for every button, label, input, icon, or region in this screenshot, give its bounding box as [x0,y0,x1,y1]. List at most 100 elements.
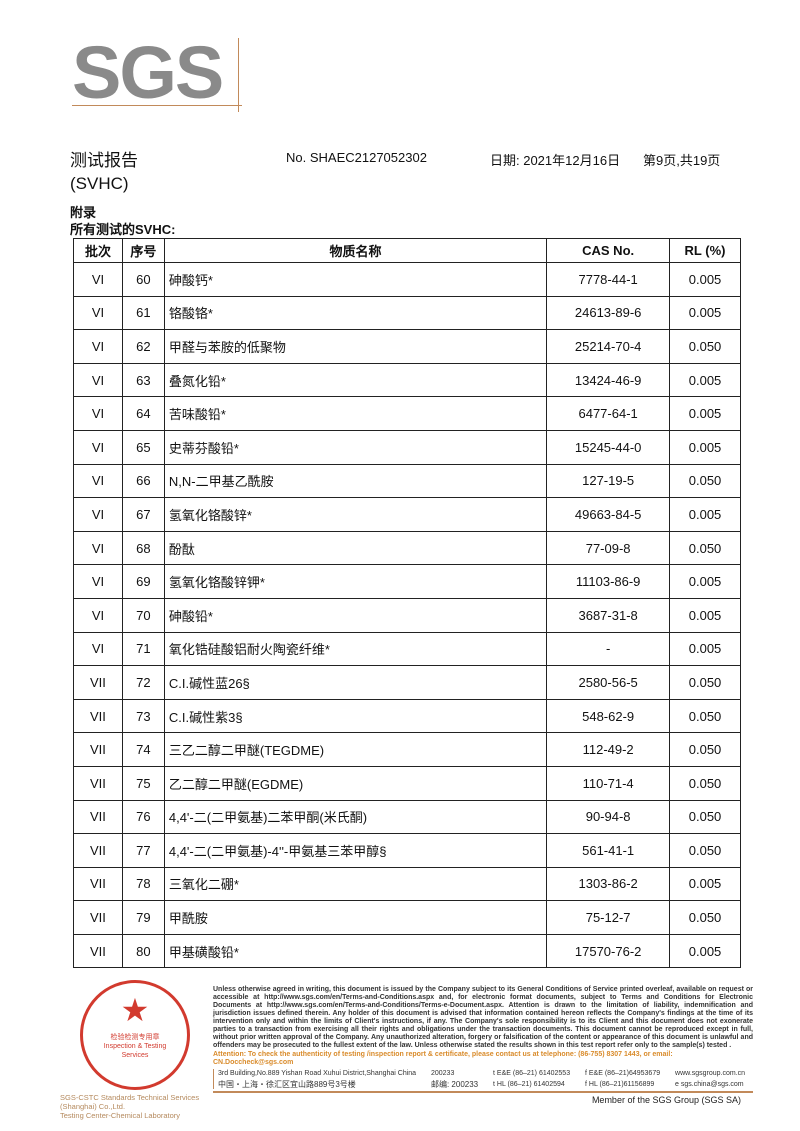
cell-seq: 80 [121,933,165,969]
cell-cas: 7778-44-1 [546,262,671,297]
member-statement: Member of the SGS Group (SGS SA) [591,1095,741,1105]
cell-cas: 110-71-4 [546,765,671,801]
logo-text: SGS [72,31,224,114]
cell-batch: VI [73,262,123,297]
table-row: VI 60 砷酸钙* 7778-44-1 0.005 [73,262,741,297]
cell-seq: 79 [121,900,165,935]
cell-batch: VI [73,295,123,331]
cell-rl: 0.050 [669,665,741,700]
cell-rl: 0.005 [669,564,741,599]
company-line-1: SGS-CSTC Standards Technical Services (S… [60,1093,200,1111]
cell-batch: VII [73,799,123,835]
table-row: VII 78 三氧化二硼* 1303-86-2 0.005 [73,866,741,902]
cell-seq: 67 [121,497,165,532]
cell-cas: 13424-46-9 [546,362,671,398]
cell-rl: 0.050 [669,900,741,935]
table-row: VII 75 乙二醇二甲醚(EGDME) 110-71-4 0.050 [73,765,741,801]
header-cas: CAS No. [546,238,671,263]
cell-rl: 0.005 [669,295,741,331]
phone-ee: t E&E (86–21) 61402553 [493,1070,571,1077]
cell-rl: 0.050 [669,732,741,767]
table-row: VII 72 C.I.碱性蓝26§ 2580-56-5 0.050 [73,665,741,700]
cell-batch: VI [73,530,123,566]
cell-substance: 砷酸铅* [163,597,548,633]
cell-substance: 甲醛与苯胺的低聚物 [163,329,548,364]
cell-rl: 0.050 [669,765,741,801]
fax-ee: f E&E (86–21)64953679 [585,1070,661,1077]
phone-hl: t HL (86–21) 61402594 [493,1081,565,1088]
table-row: VI 68 酚酞 77-09-8 0.050 [73,530,741,566]
cell-batch: VI [73,497,123,532]
cell-substance: 三乙二醇二甲醚(TEGDME) [163,732,548,767]
star-icon: ★ [120,992,150,1028]
cell-rl: 0.005 [669,497,741,532]
cell-cas: 24613-89-6 [546,295,671,331]
table-row: VI 65 史蒂芬酸铅* 15245-44-0 0.005 [73,429,741,465]
cell-cas: 11103-86-9 [546,564,671,599]
cell-batch: VII [73,665,123,700]
table-row: VI 71 氧化锆硅酸铝耐火陶瓷纤维* -0.005 [73,631,741,667]
cell-rl: 0.005 [669,933,741,969]
inspection-stamp: ★ 检验检测专用章 Inspection & Testing Services [80,980,190,1090]
cell-batch: VII [73,933,123,969]
cell-cas: 127-19-5 [546,463,671,499]
cell-substance: 4,4'-二(二甲氨基)二苯甲酮(米氏酮) [163,799,548,835]
cell-cas: 2580-56-5 [546,665,671,700]
cell-batch: VII [73,866,123,902]
cell-seq: 77 [121,833,165,868]
cell-seq: 75 [121,765,165,801]
website: www.sgsgroup.com.cn [675,1070,746,1077]
cell-cas: 90-94-8 [546,799,671,835]
sgs-logo: SGS [72,31,242,114]
cell-cas: 77-09-8 [546,530,671,566]
cell-batch: VI [73,631,123,667]
cell-batch: VI [73,564,123,599]
cell-seq: 60 [121,262,165,297]
cell-rl: 0.005 [669,631,741,667]
cell-rl: 0.005 [669,866,741,902]
cell-cas: 17570-76-2 [546,933,671,969]
header-substance: 物质名称 [163,238,548,263]
table-header-row: 批次 序号 物质名称 CAS No. RL (%) [73,238,741,263]
table-row: VI 70 砷酸铅* 3687-31-8 0.005 [73,597,741,633]
cell-batch: VI [73,429,123,465]
fax-hl: f HL (86–21)61156899 [585,1081,655,1088]
company-name: SGS-CSTC Standards Technical Services (S… [60,1093,210,1120]
cell-seq: 61 [121,295,165,331]
cell-cas: - [546,631,671,667]
cell-seq: 76 [121,799,165,835]
cell-batch: VII [73,698,123,734]
footer-divider [213,1091,753,1093]
cell-cas: 561-41-1 [546,833,671,868]
table-row: VI 66 N,N-二甲基乙酰胺 127-19-5 0.050 [73,463,741,499]
table-row: VII 77 4,4'-二(二甲氨基)-4''-甲氨基三苯甲醇§ 561-41-1 0.… [73,833,741,868]
table-row: VII 80 甲基磺酸铅* 17570-76-2 0.005 [73,933,741,969]
cell-substance: C.I.碱性紫3§ [163,698,548,734]
cell-rl: 0.050 [669,799,741,835]
cell-seq: 73 [121,698,165,734]
cell-cas: 6477-64-1 [546,396,671,431]
cell-substance: N,N-二甲基乙酰胺 [163,463,548,499]
report-title: 测试报告 [70,151,138,170]
cell-seq: 64 [121,396,165,431]
logo-divider [72,105,242,106]
header-seq: 序号 [121,238,165,263]
cell-cas: 25214-70-4 [546,329,671,364]
footer: Unless otherwise agreed in writing, this… [213,986,753,1106]
authenticity-notice: Attention: To check the authenticity of … [213,1051,673,1066]
table-row: VI 69 氢氧化铬酸锌钾* 11103-86-9 0.005 [73,564,741,599]
cell-substance: 三氧化二硼* [163,866,548,902]
cell-batch: VI [73,597,123,633]
cell-batch: VI [73,463,123,499]
cell-substance: 叠氮化铅* [163,362,548,398]
cell-seq: 74 [121,732,165,767]
cell-seq: 62 [121,329,165,364]
cell-rl: 0.050 [669,833,741,868]
report-date: 日期: 2021年12月16日 [490,153,621,168]
table-row: VII 73 C.I.碱性紫3§ 548-62-9 0.050 [73,698,741,734]
page-number: 第9页,共19页 [643,153,721,168]
table-row: VII 76 4,4'-二(二甲氨基)二苯甲酮(米氏酮) 90-94-8 0.050 [73,799,741,835]
cell-cas: 1303-86-2 [546,866,671,902]
cell-cas: 112-49-2 [546,732,671,767]
cell-batch: VI [73,329,123,364]
